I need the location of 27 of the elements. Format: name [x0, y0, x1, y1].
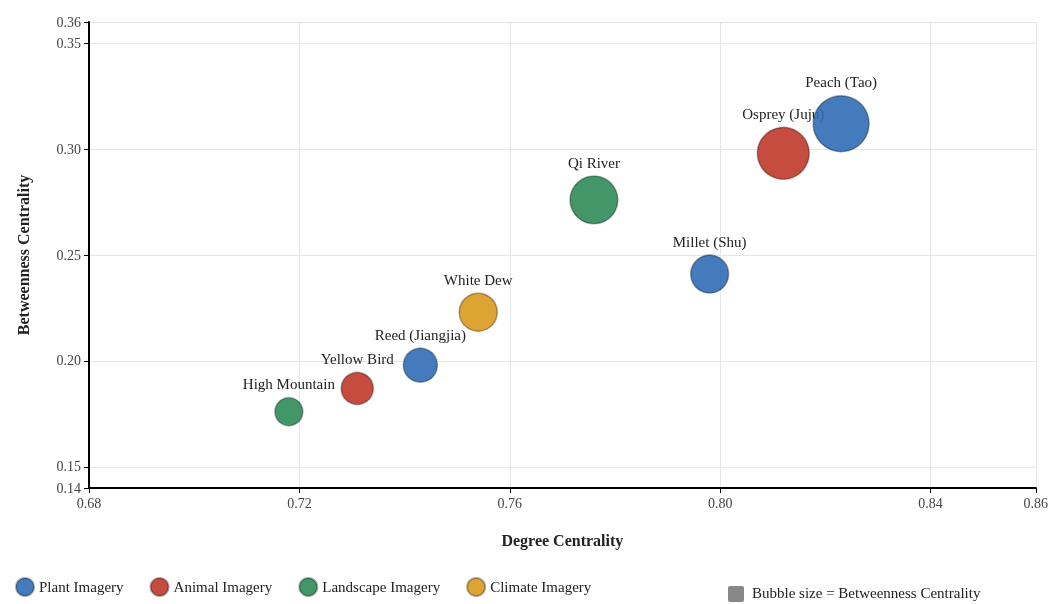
legend-label: Landscape Imagery	[322, 579, 441, 595]
legend-label: Plant Imagery	[39, 579, 125, 595]
y-tick-label: 0.25	[56, 247, 81, 263]
y-tick-label: 0.14	[56, 480, 81, 496]
annotation: Millet (Shu)	[672, 233, 747, 251]
x-axis-title: Degree Centrality	[501, 531, 624, 550]
x-tick-label: 0.84	[918, 495, 943, 511]
annotation: White Dew	[443, 271, 513, 288]
y-tick-label: 0.35	[56, 35, 81, 51]
y-tick-label: 0.15	[56, 459, 81, 475]
x-tick-label: 0.86	[1023, 495, 1048, 511]
x-tick-label: 0.72	[287, 495, 312, 511]
annotation: Qi River	[567, 154, 620, 171]
annotation: Peach (Tao)	[805, 74, 878, 92]
annotation: Reed (Jiangjia)	[374, 326, 466, 344]
legend-label: Animal Imagery	[173, 579, 273, 595]
text: Bubble size = Betweenness Centrality	[752, 585, 981, 602]
x-tick-label: 0.68	[76, 495, 102, 511]
y-tick-label: 0.36	[56, 14, 81, 30]
y-tick-label: 0.30	[56, 141, 81, 157]
annotation: High Mountain	[242, 376, 336, 393]
annotation: Yellow Bird	[320, 350, 395, 367]
legend-label: Climate Imagery	[490, 579, 592, 595]
y-axis-title: Betweenness Centrality	[14, 174, 33, 336]
x-tick-label: 0.76	[497, 495, 523, 511]
x-tick-label: 0.80	[707, 495, 733, 511]
y-tick-label: 0.20	[56, 353, 81, 369]
